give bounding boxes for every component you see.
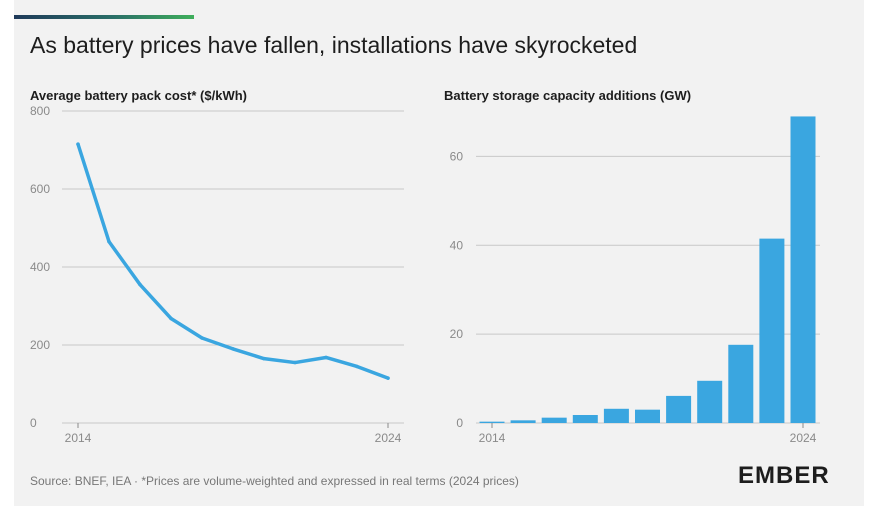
right-y-tick-label: 60 xyxy=(450,149,464,163)
storage-additions-bar xyxy=(510,420,536,423)
storage-additions-bar xyxy=(572,415,598,423)
right-chart-title: Battery storage capacity additions (GW) xyxy=(444,88,692,103)
source-note: Source: BNEF, IEA · *Prices are volume-w… xyxy=(30,474,519,488)
right-y-tick-label: 40 xyxy=(450,238,464,252)
battery-cost-point xyxy=(231,347,235,351)
left-y-tick-label: 800 xyxy=(30,104,50,118)
storage-additions-bar xyxy=(790,116,816,423)
left-y-tick-label: 400 xyxy=(30,260,50,274)
left-y-tick-label: 0 xyxy=(30,416,37,430)
battery-cost-point xyxy=(324,355,328,360)
storage-additions-bar xyxy=(666,395,692,423)
right-x-tick-label: 2014 xyxy=(479,431,506,445)
left-x-tick-label: 2024 xyxy=(375,431,402,445)
ember-logo: EMBER xyxy=(738,462,830,489)
storage-additions-bar xyxy=(635,409,660,423)
battery-cost-point xyxy=(138,282,142,287)
right-y-tick-label: 0 xyxy=(456,416,463,430)
battery-cost-point xyxy=(169,316,173,321)
battery-cost-point xyxy=(293,360,297,365)
battery-cost-point xyxy=(107,239,111,244)
battery-cost-point xyxy=(200,336,204,340)
left-chart-title: Average battery pack cost* ($/kWh) xyxy=(30,88,247,103)
storage-additions-bar xyxy=(697,380,723,423)
battery-cost-point xyxy=(262,356,266,361)
storage-additions-bar xyxy=(759,238,785,423)
left-y-tick-label: 600 xyxy=(30,182,50,196)
storage-additions-bar xyxy=(728,344,754,423)
brand-accent-bar xyxy=(14,15,194,19)
left-x-tick-label: 2014 xyxy=(65,431,92,445)
right-x-tick-label: 2024 xyxy=(790,431,817,445)
storage-additions-bar xyxy=(541,417,567,423)
storage-additions-bar xyxy=(479,421,505,423)
battery-cost-point xyxy=(386,376,390,380)
page-title: As battery prices have fallen, installat… xyxy=(30,32,638,58)
battery-cost-point xyxy=(76,142,80,146)
left-y-tick-label: 200 xyxy=(30,338,50,352)
storage-additions-bar xyxy=(603,408,629,423)
right-y-tick-label: 20 xyxy=(450,327,464,341)
chart-card xyxy=(14,0,864,506)
battery-cost-point xyxy=(355,364,359,369)
